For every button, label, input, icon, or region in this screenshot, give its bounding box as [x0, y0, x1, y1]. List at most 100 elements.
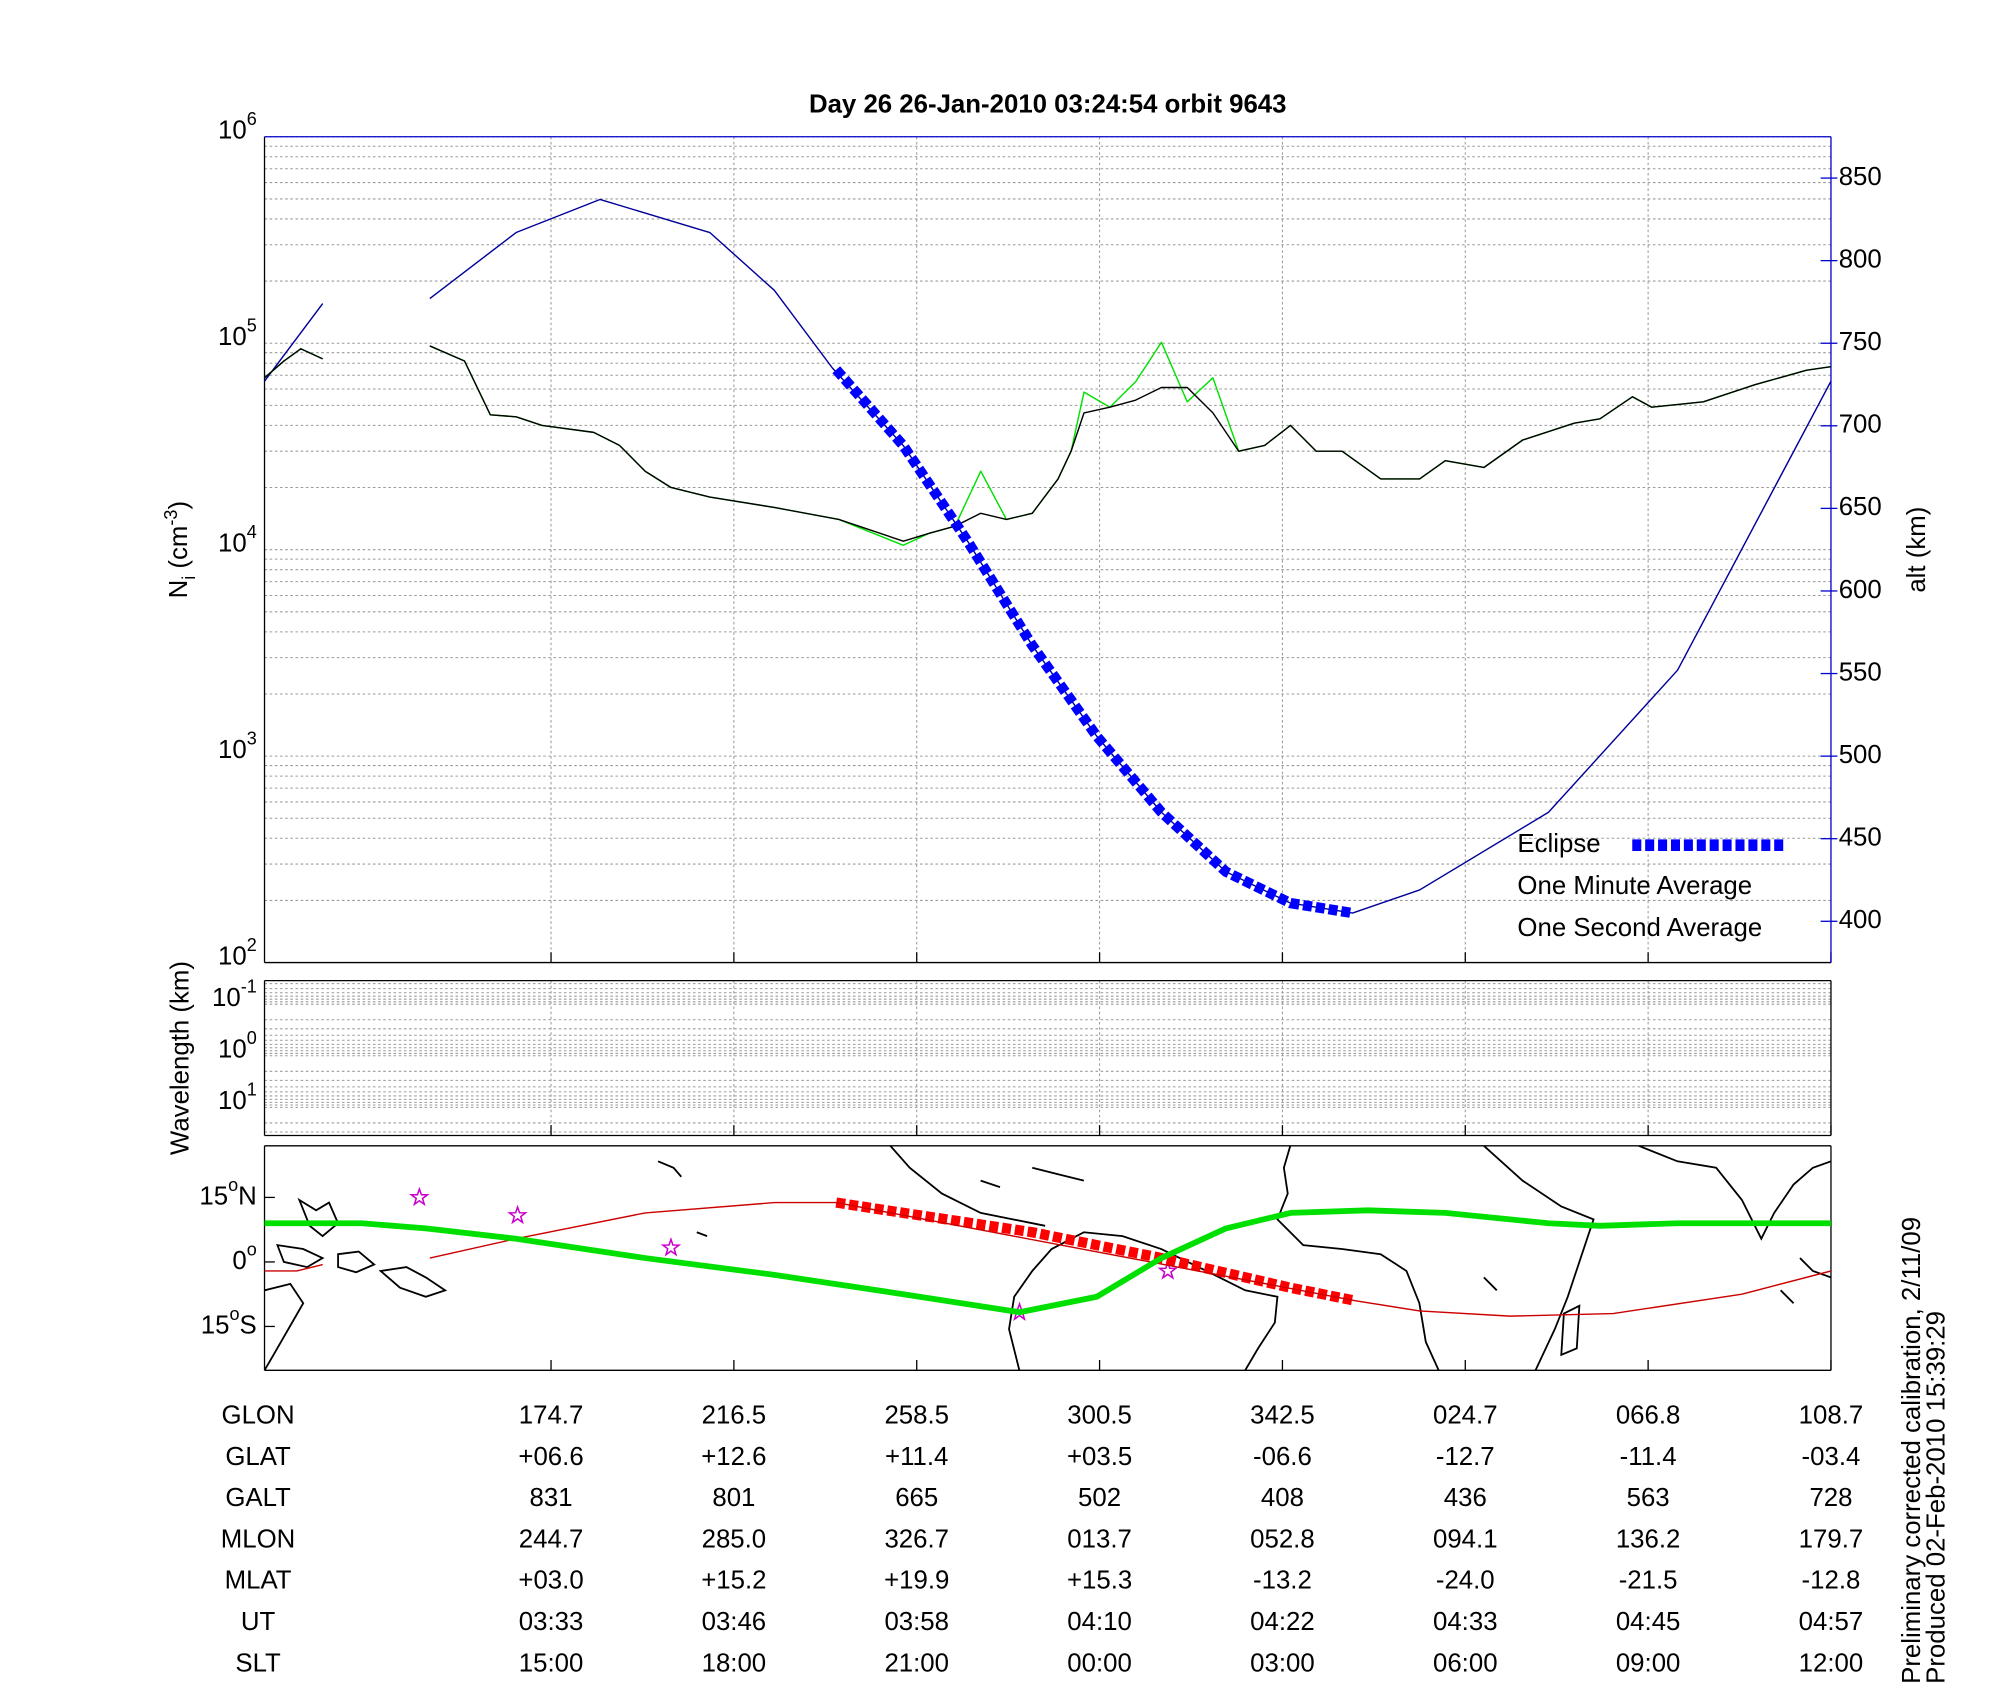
tick-base: 15: [199, 1182, 228, 1210]
cell: -12.7: [1436, 1443, 1495, 1471]
tick-base: 10: [218, 323, 247, 351]
tick-base: 10: [218, 942, 247, 970]
cell: 066.8: [1616, 1402, 1681, 1430]
tick-label: 10-1: [212, 976, 257, 1012]
cell: 12:00: [1799, 1649, 1864, 1677]
tick-exponent: 6: [247, 109, 257, 129]
row-label: MLAT: [225, 1567, 292, 1595]
cell: +15.2: [701, 1567, 766, 1595]
series-line: [264, 1201, 1831, 1317]
cell: 285.0: [702, 1525, 767, 1553]
label-end: ): [165, 501, 193, 510]
y-axis-label: Wavelength (km): [166, 961, 194, 1155]
tick-exponent: o: [230, 1304, 240, 1324]
cell: 563: [1627, 1484, 1670, 1512]
cell: 801: [712, 1484, 755, 1512]
tick-base: 10: [218, 529, 247, 557]
coast: [1008, 1231, 1279, 1371]
plot-area: [264, 1186, 1831, 1322]
tick-label: 0o: [232, 1239, 256, 1275]
tick-exponent: 0: [247, 1028, 257, 1048]
cell: 03:46: [702, 1608, 767, 1636]
cell: 04:33: [1433, 1608, 1498, 1636]
label-sup: -3: [161, 510, 181, 526]
cell: 831: [530, 1484, 573, 1512]
eclipse-track: [832, 366, 1354, 919]
tick-suffix: S: [240, 1311, 257, 1339]
cell: 06:00: [1433, 1649, 1498, 1677]
star-marker: [507, 1204, 528, 1225]
row-label: MLON: [221, 1525, 296, 1553]
series-line: [264, 345, 1831, 542]
cell: 04:45: [1616, 1608, 1681, 1636]
cell: +12.6: [701, 1443, 766, 1471]
cell: 013.7: [1067, 1525, 1132, 1553]
row-label: UT: [241, 1608, 276, 1636]
tick-exponent: 5: [247, 315, 257, 335]
tick-label: 106: [218, 109, 257, 145]
tick-exponent: o: [228, 1175, 238, 1195]
tick-exponent: 4: [247, 522, 257, 542]
tick-base: 0: [232, 1247, 246, 1275]
tick-label: 450: [1839, 824, 1882, 852]
tick-label: 600: [1839, 576, 1882, 604]
cell: 04:57: [1799, 1608, 1864, 1636]
cell: 04:10: [1067, 1608, 1132, 1636]
cell: +06.6: [518, 1443, 583, 1471]
label-base: Wavelength (km): [166, 961, 194, 1155]
legend-label: One Second Average: [1517, 914, 1762, 942]
plot-area: [264, 198, 1831, 919]
row-label: GLON: [222, 1402, 295, 1430]
cell: 244.7: [519, 1525, 584, 1553]
tick-label: 700: [1839, 411, 1882, 439]
star-marker: [1157, 1260, 1178, 1280]
tick-label: 850: [1839, 163, 1882, 191]
star-marker: [409, 1186, 430, 1207]
chart-title: Day 26 26-Jan-2010 03:24:54 orbit 9643: [809, 91, 1287, 119]
cell: 21:00: [884, 1649, 949, 1677]
cell: -11.4: [1620, 1443, 1677, 1471]
cell: +15.3: [1067, 1567, 1132, 1595]
tick-base: 10: [218, 116, 247, 144]
cell: 108.7: [1799, 1402, 1864, 1430]
label-sub: i: [179, 576, 199, 580]
cell: 174.7: [519, 1402, 584, 1430]
footnote: Preliminary corrected calibration, 2/11/…: [1898, 1217, 1926, 1684]
y-axis-label: Ni (cm-3): [161, 501, 199, 598]
cell: 258.5: [884, 1402, 949, 1430]
coast: [657, 1160, 1498, 1291]
label-unit: (cm: [165, 526, 193, 576]
tick-exponent: o: [247, 1239, 257, 1259]
tick-exponent: 3: [247, 728, 257, 748]
y2-axis-label: alt (km): [1903, 507, 1931, 593]
cell: 342.5: [1250, 1402, 1315, 1430]
tick-exponent: 2: [247, 935, 257, 955]
tick-suffix: N: [238, 1182, 257, 1210]
cell: -06.6: [1253, 1443, 1312, 1471]
tick-base: 10: [218, 1035, 247, 1063]
tick-base: 10: [212, 984, 241, 1012]
tick-label: 104: [218, 522, 257, 558]
tick-label: 105: [218, 315, 257, 351]
cell: 09:00: [1616, 1649, 1681, 1677]
tick-base: 10: [218, 1087, 247, 1115]
cell: 18:00: [702, 1649, 767, 1677]
cell: -12.8: [1802, 1567, 1861, 1595]
footnote: Produced 02-Feb-2010 15:39:29: [1923, 1311, 1951, 1684]
tick-label: 500: [1839, 741, 1882, 769]
tick-label: 101: [218, 1079, 257, 1115]
cell: 03:58: [884, 1608, 949, 1636]
cell: 03:00: [1250, 1649, 1315, 1677]
cell: 436: [1444, 1484, 1487, 1512]
cell: 136.2: [1616, 1525, 1681, 1553]
tick-exponent: 1: [247, 1079, 257, 1099]
cell: 094.1: [1433, 1525, 1498, 1553]
cell: +19.9: [884, 1567, 949, 1595]
row-label: GLAT: [225, 1443, 291, 1471]
coast: [1638, 1145, 1831, 1304]
cell: 179.7: [1799, 1525, 1864, 1553]
cell: +03.5: [1067, 1443, 1132, 1471]
cell: 03:33: [519, 1608, 584, 1636]
tick-label: 650: [1839, 493, 1882, 521]
